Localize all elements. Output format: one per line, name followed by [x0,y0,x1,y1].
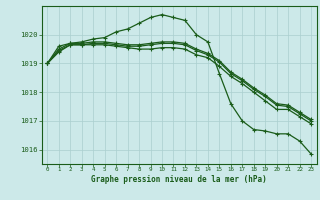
X-axis label: Graphe pression niveau de la mer (hPa): Graphe pression niveau de la mer (hPa) [91,175,267,184]
